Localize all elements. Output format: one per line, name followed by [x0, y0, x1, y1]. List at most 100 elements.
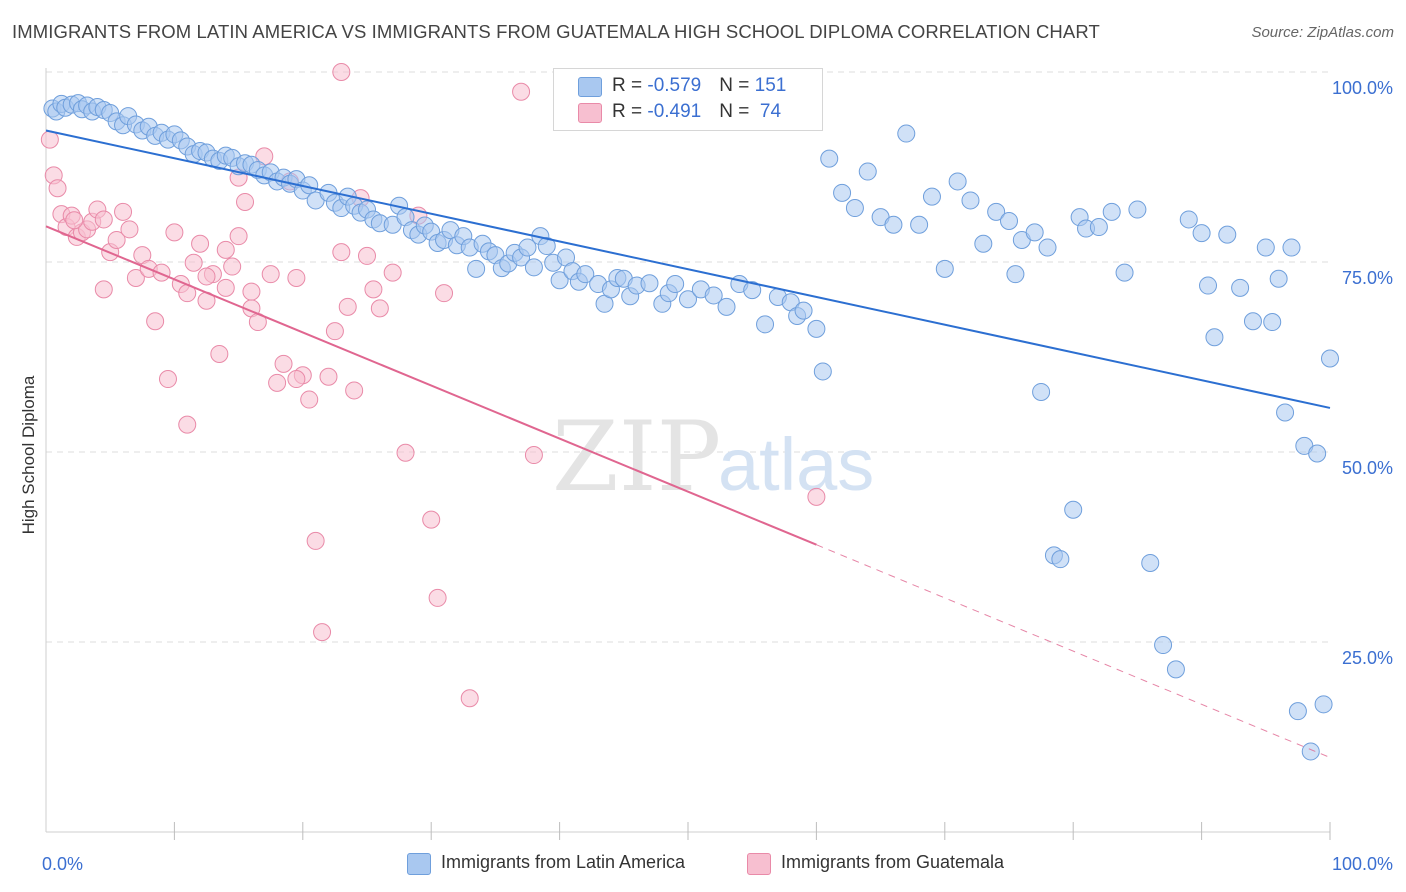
data-point-guatemala [146, 312, 165, 331]
data-point-guatemala [435, 284, 454, 303]
data-point-guatemala [370, 299, 389, 318]
data-point-guatemala [242, 282, 261, 301]
data-point-guatemala [313, 623, 332, 642]
data-point-latin-america [858, 162, 877, 181]
bottom-legend-swatch-latin-america [407, 853, 431, 875]
data-point-latin-america [1006, 265, 1025, 284]
trend-line-latin-america [45, 129, 1331, 409]
bottom-legend-label-guatemala: Immigrants from Guatemala [781, 852, 1005, 872]
data-point-guatemala [94, 280, 113, 299]
data-point-guatemala [165, 223, 184, 242]
data-point-guatemala [524, 446, 543, 465]
data-point-latin-america [1276, 403, 1295, 422]
data-point-latin-america [1064, 500, 1083, 519]
data-point-latin-america [756, 315, 775, 334]
data-point-guatemala [197, 267, 216, 286]
data-point-latin-america [518, 238, 537, 257]
data-point-guatemala [210, 344, 229, 363]
data-point-guatemala [364, 280, 383, 299]
data-point-latin-america [1154, 636, 1173, 655]
x-tick-label: 100.0% [1332, 854, 1393, 874]
x-tick-label: 0.0% [42, 854, 83, 874]
data-point-guatemala [40, 130, 59, 149]
data-point-latin-america [704, 286, 723, 305]
data-point-guatemala [268, 373, 287, 392]
data-point-latin-america [820, 149, 839, 168]
data-point-guatemala [223, 257, 242, 276]
gridlines [46, 71, 1330, 643]
data-point-latin-america [1179, 210, 1198, 229]
data-point-latin-america [1288, 702, 1307, 721]
data-point-guatemala [216, 278, 235, 297]
data-point-guatemala [229, 227, 248, 246]
data-point-latin-america [1269, 269, 1288, 288]
data-point-guatemala [287, 268, 306, 287]
data-point-latin-america [1308, 444, 1327, 463]
data-point-guatemala [460, 689, 479, 708]
data-point-latin-america [807, 319, 826, 338]
data-point-guatemala [114, 202, 133, 221]
data-point-latin-america [1218, 225, 1237, 244]
source-credit: Source: ZipAtlas.com [1251, 24, 1394, 41]
data-point-latin-america [1166, 660, 1185, 679]
data-point-guatemala [184, 253, 203, 272]
data-point-guatemala [338, 297, 357, 316]
data-point-latin-america [1025, 223, 1044, 242]
data-point-guatemala [287, 370, 306, 389]
series-latin-america-points [43, 94, 1339, 761]
data-point-latin-america [1038, 238, 1057, 257]
data-point-latin-america [1115, 263, 1134, 282]
data-point-guatemala [319, 367, 338, 386]
data-point-guatemala [396, 443, 415, 462]
data-point-latin-america [845, 199, 864, 218]
data-point-latin-america [524, 258, 543, 277]
legend-r-value: -0.491 [647, 101, 702, 122]
data-point-latin-america [743, 281, 762, 300]
data-point-latin-america [467, 259, 486, 278]
data-point-guatemala [261, 265, 280, 284]
stats-legend: R = -0.579 N = 151 R = -0.491 N = 74 [553, 68, 823, 131]
data-point-guatemala [422, 510, 441, 529]
data-point-latin-america [897, 124, 916, 143]
data-point-latin-america [1032, 382, 1051, 401]
bottom-legend-swatch-guatemala [747, 853, 771, 875]
chart-title: IMMIGRANTS FROM LATIN AMERICA VS IMMIGRA… [12, 21, 1100, 42]
data-point-latin-america [833, 183, 852, 202]
y-axis-label: High School Diploma [19, 375, 38, 534]
legend-r-label: R = [612, 101, 648, 122]
data-point-latin-america [1192, 224, 1211, 243]
bottom-legend-label-latin-america: Immigrants from Latin America [441, 852, 686, 872]
y-tick-label: 100.0% [1332, 78, 1393, 98]
data-point-guatemala [332, 63, 351, 81]
legend-n-label: N = [719, 101, 755, 122]
data-point-latin-america [813, 362, 832, 381]
data-point-latin-america [884, 215, 903, 234]
data-point-latin-america [1256, 238, 1275, 257]
data-point-latin-america [1231, 278, 1250, 297]
legend-n-value: 151 [754, 75, 787, 96]
data-point-guatemala [236, 192, 255, 211]
data-point-guatemala [332, 243, 351, 262]
data-point-guatemala [300, 390, 319, 409]
data-point-guatemala [512, 82, 531, 101]
data-point-guatemala [191, 234, 210, 253]
data-point-latin-america [922, 187, 941, 206]
data-point-guatemala [216, 240, 235, 259]
data-point-latin-america [1141, 553, 1160, 572]
data-point-latin-america [948, 172, 967, 191]
data-point-guatemala [345, 381, 364, 400]
data-point-latin-america [1243, 312, 1262, 331]
legend-n-value: 74 [754, 101, 782, 122]
series-guatemala-points [40, 63, 826, 708]
data-point-latin-america [794, 301, 813, 320]
data-point-guatemala [65, 211, 84, 230]
y-tick-label: 75.0% [1342, 268, 1393, 288]
data-point-guatemala [358, 246, 376, 265]
data-point-latin-america [961, 191, 980, 210]
data-point-latin-america [910, 215, 929, 234]
data-point-latin-america [717, 297, 736, 316]
data-point-latin-america [550, 271, 569, 290]
data-point-guatemala [428, 588, 447, 607]
data-point-latin-america [1102, 202, 1121, 221]
legend-swatch-guatemala [578, 103, 602, 123]
